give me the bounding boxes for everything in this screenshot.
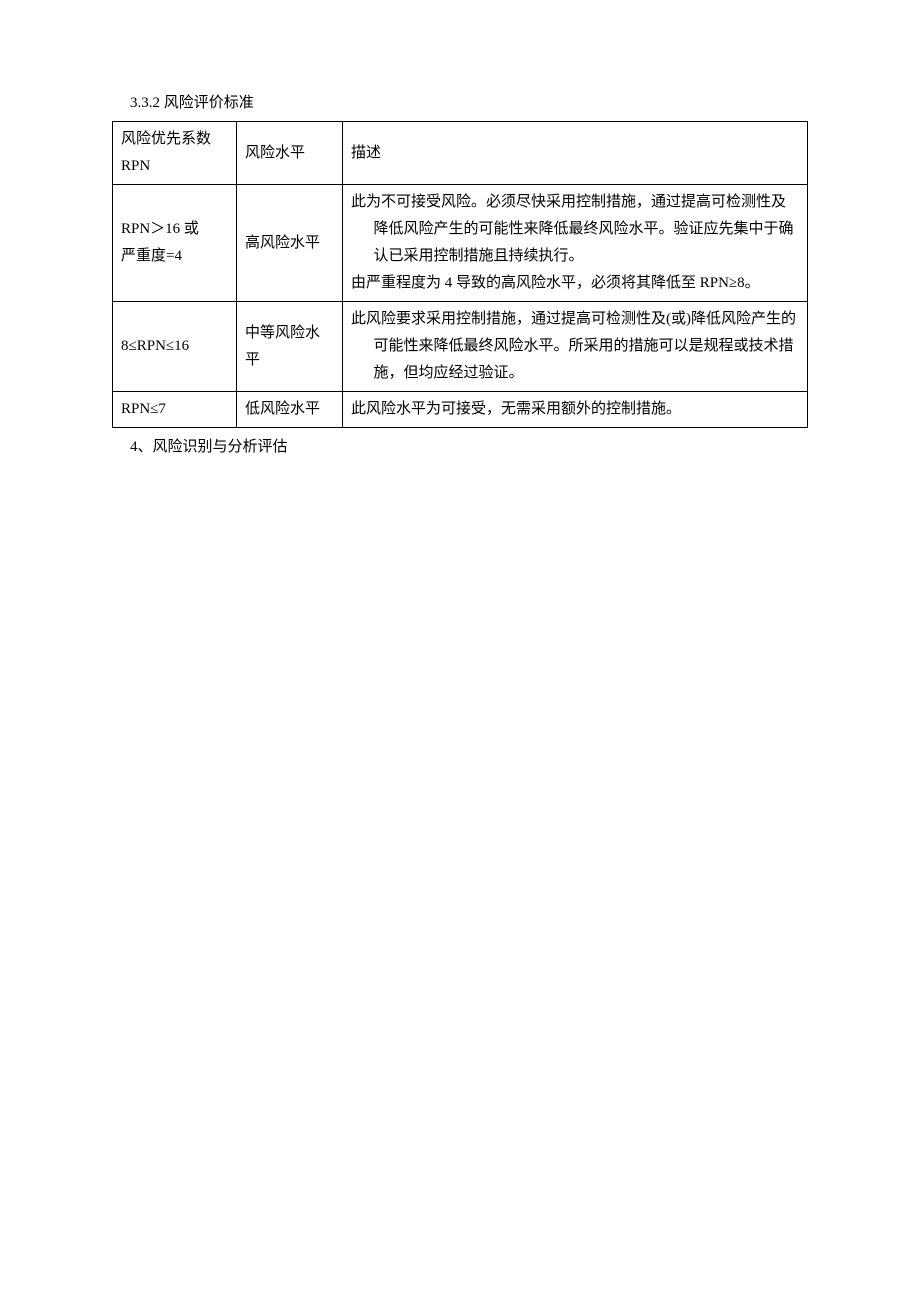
table-row: RPN＞16 或 严重度=4 高风险水平 此为不可接受风险。必须尽快采用控制措施… xyxy=(113,185,808,302)
row1-col3-line2: 由严重程度为 4 导致的高风险水平，必须将其降低至 RPN≥8。 xyxy=(351,270,799,297)
header-col3: 描述 xyxy=(343,122,808,185)
row2-col3: 此风险要求采用控制措施，通过提高可检测性及(或)降低风险产生的可能性来降低最终风… xyxy=(343,302,808,392)
row3-col2: 低风险水平 xyxy=(237,392,343,428)
header-col1-line1: 风险优先系数 xyxy=(121,126,228,153)
table-row: 8≤RPN≤16 中等风险水平 此风险要求采用控制措施，通过提高可检测性及(或)… xyxy=(113,302,808,392)
row3-col1: RPN≤7 xyxy=(113,392,237,428)
row1-col1-line1: RPN＞16 或 xyxy=(121,216,228,243)
risk-evaluation-table: 风险优先系数 RPN 风险水平 描述 RPN＞16 或 严重度=4 高风险水平 … xyxy=(112,121,808,428)
header-col1: 风险优先系数 RPN xyxy=(113,122,237,185)
row2-col3-text: 此风险要求采用控制措施，通过提高可检测性及(或)降低风险产生的可能性来降低最终风… xyxy=(351,306,799,387)
header-col1-line2: RPN xyxy=(121,153,228,180)
header-col2: 风险水平 xyxy=(237,122,343,185)
row1-col2: 高风险水平 xyxy=(237,185,343,302)
row2-col1: 8≤RPN≤16 xyxy=(113,302,237,392)
footer-heading: 4、风险识别与分析评估 xyxy=(112,434,808,461)
row2-col2: 中等风险水平 xyxy=(237,302,343,392)
row1-col1-line2: 严重度=4 xyxy=(121,243,228,270)
table-header-row: 风险优先系数 RPN 风险水平 描述 xyxy=(113,122,808,185)
row1-col3: 此为不可接受风险。必须尽快采用控制措施，通过提高可检测性及降低风险产生的可能性来… xyxy=(343,185,808,302)
table-row: RPN≤7 低风险水平 此风险水平为可接受，无需采用额外的控制措施。 xyxy=(113,392,808,428)
section-heading: 3.3.2 风险评价标准 xyxy=(112,90,808,117)
row3-col3: 此风险水平为可接受，无需采用额外的控制措施。 xyxy=(343,392,808,428)
row1-col3-line1: 此为不可接受风险。必须尽快采用控制措施，通过提高可检测性及降低风险产生的可能性来… xyxy=(351,189,799,270)
row1-col1: RPN＞16 或 严重度=4 xyxy=(113,185,237,302)
